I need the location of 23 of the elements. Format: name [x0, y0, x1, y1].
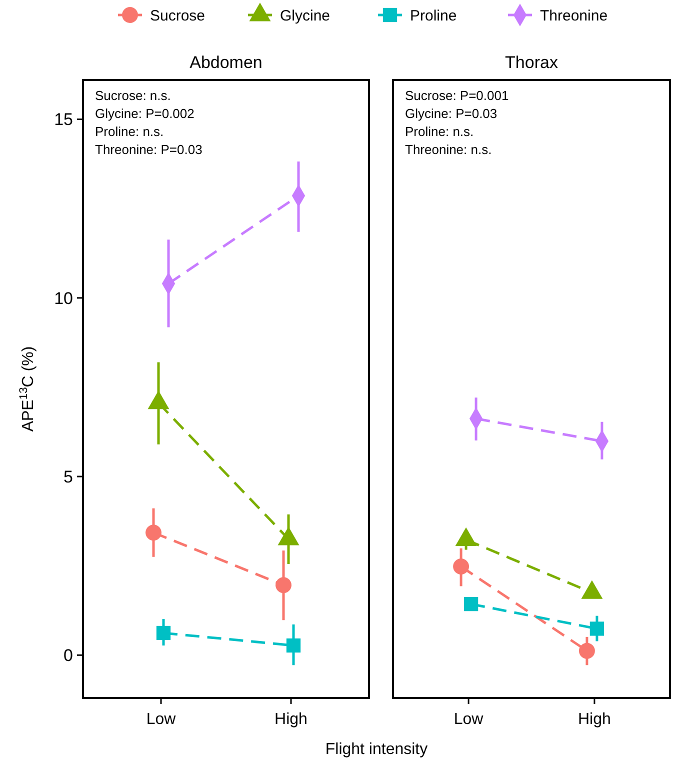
x-axis-title: Flight intensity [325, 741, 428, 758]
legend-label: Threonine [540, 7, 608, 24]
annotation: Threonine: P=0.03 [95, 142, 202, 157]
chart-title: Abdomen [190, 53, 262, 72]
annotation: Glycine: P=0.002 [95, 106, 194, 121]
y-tick-label: 15 [54, 110, 73, 130]
y-tick-label: 5 [64, 467, 73, 486]
annotation: Proline: n.s. [405, 124, 474, 139]
y-tick-label: 0 [64, 646, 73, 666]
annotation: Glycine: P=0.03 [405, 106, 498, 121]
annotation: Sucrose: P=0.001 [405, 88, 509, 103]
legend-label: Glycine [280, 7, 330, 24]
annotation: Proline: n.s. [95, 124, 164, 139]
y-tick-label: 10 [54, 288, 73, 308]
x-tick-label: High [274, 711, 308, 728]
legend-label: Proline [410, 7, 457, 24]
x-tick-label: High [578, 711, 611, 728]
annotation: Sucrose: n.s. [95, 88, 171, 103]
x-tick-label: Low [454, 711, 484, 728]
annotation: Threonine: n.s. [405, 142, 492, 157]
x-tick-label: Low [146, 711, 176, 728]
legend-label: Sucrose [150, 7, 206, 24]
chart-title: Thorax [505, 53, 558, 72]
